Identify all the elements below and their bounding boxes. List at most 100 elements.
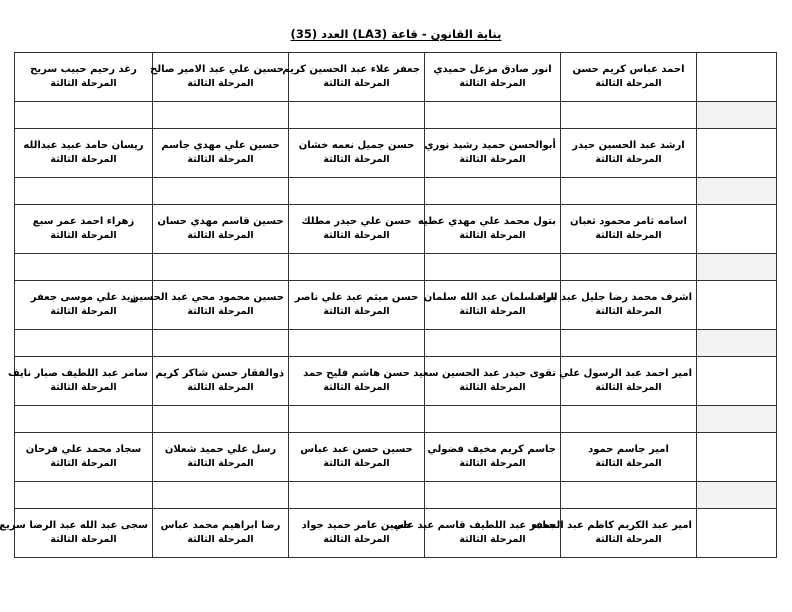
student-cell: جاسم كريم مخيف فضولي المرحلة الثالثة: [424, 432, 561, 482]
student-stage: المرحلة الثالثة: [187, 534, 254, 546]
student-cell: حسن علي حيدر مطلك المرحلة الثالثة: [288, 204, 425, 254]
student-stage: المرحلة الثالثة: [595, 154, 662, 166]
separator-cell: [424, 329, 561, 357]
row-marker-cell: [696, 508, 777, 558]
student-cell: حسين محمود محي عبد الحسين المرحلة الثالث…: [130, 280, 289, 330]
student-cell: جعفر علاء عبد الحسين كريم المرحلة الثالث…: [282, 52, 425, 102]
student-name: زهراء احمد عمر سبع: [32, 215, 135, 227]
table-row: اشرف محمد رضا جليل عبد الرضا المرحلة الث…: [14, 280, 777, 330]
student-cell: رضا ابراهيم محمد عباس المرحلة الثالثة: [152, 508, 289, 558]
student-stage: المرحلة الثالثة: [323, 78, 390, 90]
row-marker-cell: [696, 481, 777, 509]
student-name: حسن جميل نعمه خشان: [298, 139, 415, 151]
student-name: حسن ميثم عبد علي ناصر: [294, 291, 419, 303]
student-stage: المرحلة الثالثة: [50, 230, 117, 242]
page-title: بناية القانون - قاعة (LA3) العدد (35): [0, 27, 792, 41]
student-cell: سجاد محمد علي فرحان المرحلة الثالثة: [14, 432, 153, 482]
student-stage: المرحلة الثالثة: [323, 458, 390, 470]
separator-cell: [152, 253, 289, 281]
row-marker-cell: [696, 329, 777, 357]
separator-cell: [424, 253, 561, 281]
separator-cell: [152, 101, 289, 129]
student-stage: المرحلة الثالثة: [50, 534, 117, 546]
student-name: سجى عبد الله عبد الرضا سريع: [0, 519, 148, 531]
student-cell: ريسان حامد عبيد عبدالله المرحلة الثالثة: [14, 128, 153, 178]
student-cell: سامر عبد اللطيف صبار نايف المرحلة الثالث…: [7, 356, 153, 406]
separator-cell: [560, 253, 697, 281]
student-cell: زيد علي موسى جعفر المرحلة الثالثة: [14, 280, 153, 330]
row-separator: [14, 405, 777, 433]
student-cell: حسين علي عبد الامير صالح المرحلة الثالثة: [150, 52, 289, 102]
student-stage: المرحلة الثالثة: [459, 534, 526, 546]
separator-cell: [424, 405, 561, 433]
student-name: امير احمد عبد الرسول علي: [559, 367, 692, 379]
student-stage: المرحلة الثالثة: [323, 534, 390, 546]
student-name: امير عبد الكريم كاظم عبد الساده: [531, 519, 692, 531]
separator-cell: [288, 101, 425, 129]
roster-table: احمد عباس كريم حسن المرحلة الثالثة انور …: [0, 52, 777, 558]
separator-cell: [288, 329, 425, 357]
student-stage: المرحلة الثالثة: [323, 382, 390, 394]
separator-cell: [14, 329, 153, 357]
student-name: حسن هاشم فليح حمد: [303, 367, 410, 379]
student-name: ذوالفقار حسن شاكر كريم: [155, 367, 284, 379]
student-name: احمد عباس كريم حسن: [572, 63, 685, 75]
student-stage: المرحلة الثالثة: [187, 230, 254, 242]
student-name: ارشد عبد الحسين حيدر: [572, 139, 685, 151]
row-marker-cell: [696, 52, 777, 102]
page-title-text: بناية القانون - قاعة (LA3) العدد (35): [290, 27, 502, 41]
student-cell: امير جاسم حمود المرحلة الثالثة: [560, 432, 697, 482]
student-stage: المرحلة الثالثة: [459, 382, 526, 394]
student-stage: المرحلة الثالثة: [595, 230, 662, 242]
separator-cell: [288, 481, 425, 509]
separator-cell: [288, 177, 425, 205]
row-marker-cell: [696, 253, 777, 281]
table-row: ارشد عبد الحسين حيدر المرحلة الثالثة أبو…: [14, 128, 777, 178]
separator-cell: [560, 481, 697, 509]
student-name: انور صادق مزعل حميدي: [433, 63, 552, 75]
student-name: رضا ابراهيم محمد عباس: [160, 519, 281, 531]
student-stage: المرحلة الثالثة: [50, 306, 117, 318]
student-stage: المرحلة الثالثة: [187, 306, 254, 318]
separator-cell: [560, 329, 697, 357]
student-name: حسين عامر حميد جواد: [301, 519, 412, 531]
row-marker-cell: [696, 128, 777, 178]
row-separator: [14, 329, 777, 357]
student-cell: انور صادق مزعل حميدي المرحلة الثالثة: [424, 52, 561, 102]
student-cell: رسل علي حميد شعلان المرحلة الثالثة: [152, 432, 289, 482]
student-name: حسين علي عبد الامير صالح: [150, 63, 284, 75]
student-stage: المرحلة الثالثة: [50, 458, 117, 470]
student-stage: المرحلة الثالثة: [323, 230, 390, 242]
student-stage: المرحلة الثالثة: [187, 382, 254, 394]
student-cell: حسين حسن عبد عباس المرحلة الثالثة: [288, 432, 425, 482]
separator-cell: [288, 405, 425, 433]
student-cell: بتول محمد علي مهدي عطيه المرحلة الثالثة: [418, 204, 561, 254]
table-row: امير احمد عبد الرسول علي المرحلة الثالثة…: [7, 356, 777, 406]
separator-cell: [14, 177, 153, 205]
separator-cell: [152, 481, 289, 509]
student-stage: المرحلة الثالثة: [50, 154, 117, 166]
student-name: سامر عبد اللطيف صبار نايف: [7, 367, 148, 379]
separator-cell: [14, 405, 153, 433]
student-name: حسين علي مهدي جاسم: [161, 139, 280, 151]
student-cell: اشرف محمد رضا جليل عبد الرضا المرحلة الث…: [530, 280, 697, 330]
separator-cell: [424, 177, 561, 205]
student-cell: امير عبد الكريم كاظم عبد الساده المرحلة …: [531, 508, 697, 558]
row-marker-cell: [696, 280, 777, 330]
student-stage: المرحلة الثالثة: [459, 230, 526, 242]
student-cell: سجى عبد الله عبد الرضا سريع المرحلة الثا…: [0, 508, 153, 558]
student-stage: المرحلة الثالثة: [187, 78, 254, 90]
separator-cell: [288, 253, 425, 281]
student-stage: المرحلة الثالثة: [595, 382, 662, 394]
student-cell: زهراء احمد عمر سبع المرحلة الثالثة: [14, 204, 153, 254]
student-name: اشرف محمد رضا جليل عبد الرضا: [530, 291, 692, 303]
row-separator: [14, 101, 777, 129]
separator-cell: [14, 101, 153, 129]
separator-cell: [424, 481, 561, 509]
row-marker-cell: [696, 405, 777, 433]
row-marker-cell: [696, 101, 777, 129]
student-cell: حسين عامر حميد جواد المرحلة الثالثة: [288, 508, 425, 558]
student-name: جعفر علاء عبد الحسين كريم: [282, 63, 420, 75]
row-separator: [14, 253, 777, 281]
